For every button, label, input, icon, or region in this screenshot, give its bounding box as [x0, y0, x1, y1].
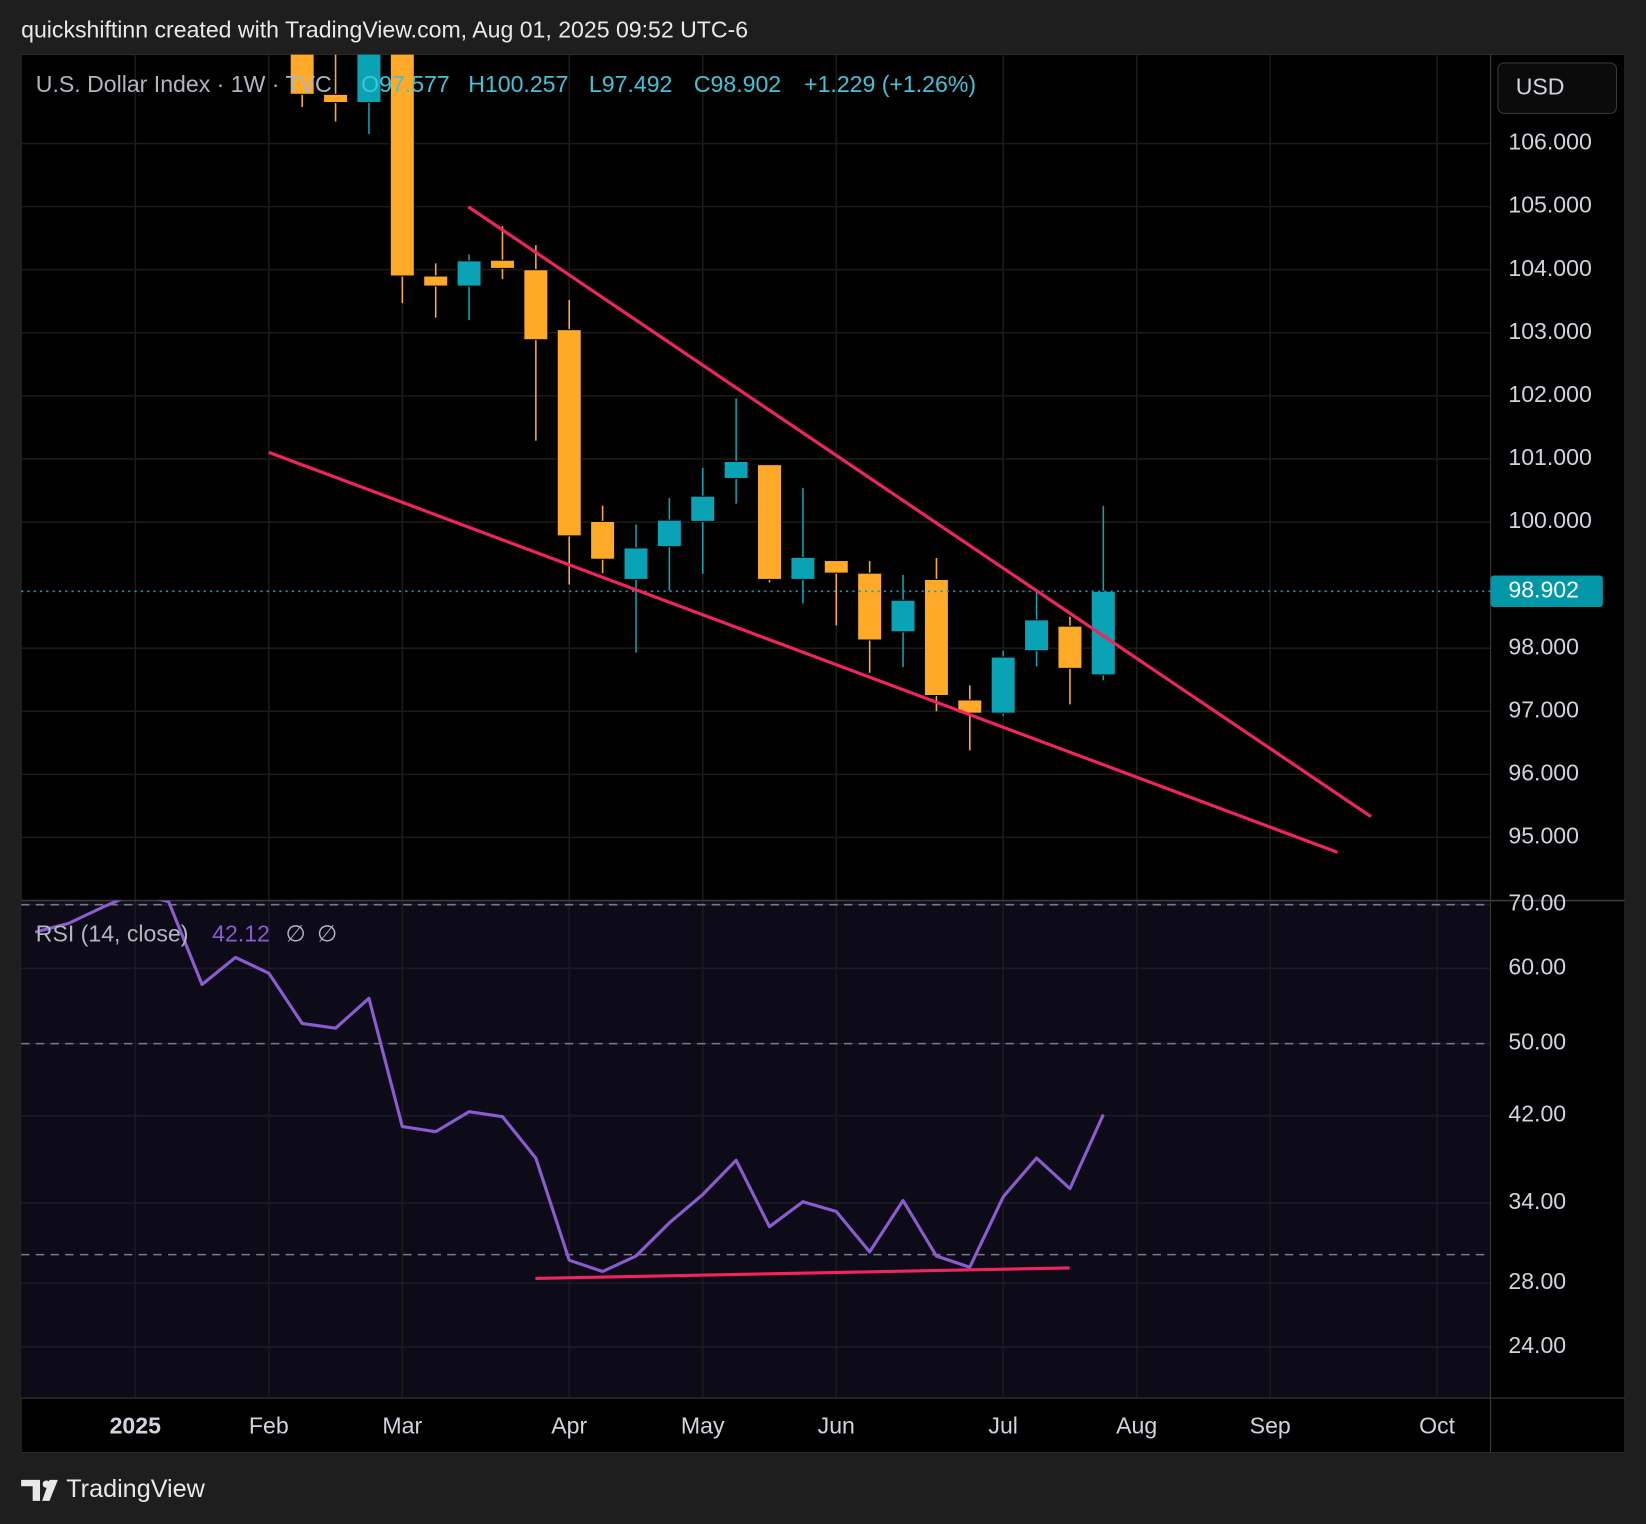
candle-body — [590, 520, 616, 560]
candle-body — [790, 556, 816, 580]
y-tick-label: 102.000 — [1508, 381, 1591, 407]
candle-body — [623, 547, 649, 580]
axes: 2025 Feb Mar Apr May Jun Jul Aug Sep Oct 95.000 96.… — [110, 129, 1603, 1439]
rsi-trendline — [535, 1266, 1070, 1280]
candle-body — [523, 269, 549, 341]
currency-button[interactable] — [1497, 62, 1618, 114]
x-tick-label: Sep — [1250, 1413, 1291, 1439]
candle-body — [489, 259, 516, 269]
rsi-extra: ∅ — [286, 920, 306, 946]
y-tick-label: 42.00 — [1508, 1101, 1566, 1127]
logo-dot — [42, 1480, 50, 1488]
y-tick-label: 96.000 — [1508, 759, 1579, 785]
x-tick-label: Feb — [249, 1413, 289, 1439]
last-price-label: 98.902 — [1508, 576, 1579, 602]
y-tick-label: 100.000 — [1508, 507, 1591, 533]
candle-body — [1090, 590, 1116, 676]
rsi-value: 42.12 — [212, 920, 270, 946]
candle-body — [1057, 625, 1083, 669]
candle-body — [756, 464, 783, 580]
y-tick-label: 50.00 — [1508, 1029, 1566, 1055]
x-tick-label: May — [681, 1413, 725, 1439]
candle-body — [823, 559, 849, 574]
y-tick-label: 103.000 — [1508, 318, 1591, 344]
rsi-line — [34, 900, 1105, 1274]
trendlines — [268, 205, 1372, 854]
x-tick-label: Oct — [1419, 1413, 1455, 1439]
y-tick-label: 28.00 — [1508, 1268, 1566, 1294]
y-tick-label: 101.000 — [1508, 444, 1591, 470]
y-tick-label: 97.000 — [1508, 696, 1579, 722]
candle-body — [356, 54, 382, 104]
rsi-extra: ∅ — [317, 920, 337, 946]
rsi-pane — [21, 900, 1491, 1399]
candle-body — [456, 260, 482, 287]
candle-body — [389, 54, 415, 277]
candle-body — [656, 519, 682, 548]
y-tick-label: 60.00 — [1508, 953, 1566, 979]
price-pane — [21, 54, 1491, 751]
candle-body — [423, 275, 449, 287]
legend-close: C98.902 — [694, 71, 781, 97]
x-tick-label: Mar — [382, 1413, 422, 1439]
candle-body — [890, 599, 916, 633]
rsi-plot — [21, 900, 1491, 1274]
y-tick-label: 70.00 — [1508, 890, 1566, 916]
candle-body — [556, 329, 582, 537]
header-text: quickshiftinn created with TradingView.c… — [21, 17, 748, 43]
legend-low: L97.492 — [589, 71, 672, 97]
legend-high: H100.257 — [468, 71, 568, 97]
legend-change: +1.229 (+1.26%) — [804, 71, 976, 97]
candle-body — [990, 656, 1016, 714]
logo — [21, 1479, 58, 1501]
currency-label[interactable]: USD — [1516, 73, 1565, 99]
candle-body — [1024, 619, 1050, 652]
candle-body — [690, 495, 716, 522]
upper-trendline — [467, 205, 1372, 818]
y-tick-label: 105.000 — [1508, 192, 1591, 218]
candle-body — [289, 54, 315, 95]
x-tick-label: Apr — [551, 1413, 587, 1439]
candle-body — [723, 460, 749, 480]
candle-body — [323, 93, 349, 104]
candle-body — [923, 578, 949, 697]
y-tick-label: 34.00 — [1508, 1188, 1566, 1214]
y-tick-label: 106.000 — [1508, 129, 1591, 155]
lower-trendline — [268, 450, 1338, 854]
last-price-box — [1490, 575, 1603, 608]
footer-brand: TradingView — [66, 1475, 205, 1503]
x-tick-label: Jun — [818, 1413, 855, 1439]
x-tick-label: Jul — [988, 1413, 1018, 1439]
y-tick-label: 95.000 — [1508, 823, 1579, 849]
y-tick-label: 98.000 — [1508, 633, 1579, 659]
x-tick-label: 2025 — [110, 1413, 162, 1439]
candle-body — [857, 572, 883, 641]
rsi-title: RSI (14, close) — [36, 920, 189, 946]
y-tick-label: 24.00 — [1508, 1332, 1566, 1358]
x-tick-label: Aug — [1116, 1413, 1157, 1439]
symbol-title: U.S. Dollar Index · 1W · TVC — [36, 71, 332, 97]
y-tick-label: 104.000 — [1508, 255, 1591, 281]
legend-open: O97.577 — [361, 71, 450, 97]
